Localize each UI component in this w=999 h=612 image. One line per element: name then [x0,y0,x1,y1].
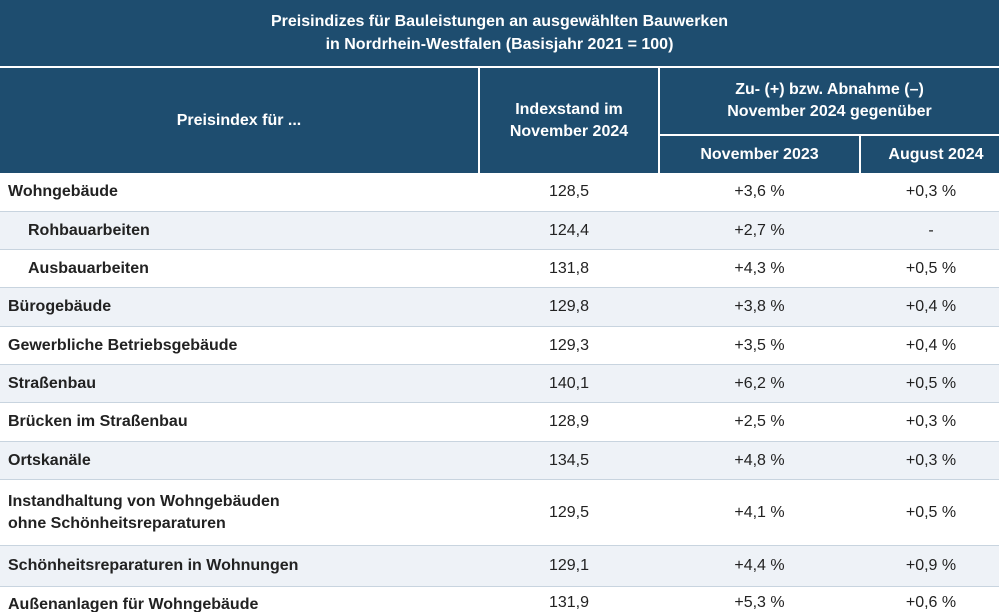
row-index: 129,8 [548,298,590,315]
table-row-gewerbliche-betriebsgebaeude: Gewerbliche Betriebsgebäude 129,3 +3,5 %… [0,327,999,365]
row-change-nov: +2,7 % [734,221,785,239]
row-change-nov: +4,3 % [734,259,785,277]
header-change-line-2: November 2024 gegenüber [727,103,932,120]
row-label: Ortskanäle [8,451,91,469]
row-label: Rohbauarbeiten [28,221,150,239]
title-line-1: Preisindizes für Bauleistungen an ausgew… [270,13,728,30]
header-nov-text: November 2023 [700,145,819,163]
row-label: Schönheitsreparaturen in Wohnungen [8,557,299,574]
header-index: Indexstand im November 2024 [480,68,658,173]
row-index: 129,5 [548,503,590,521]
row-change-aug: +0,6 % [905,594,957,611]
row-change-aug: +0,4 % [905,298,957,315]
row-index: 134,5 [548,451,590,469]
row-change-nov: +5,3 % [734,594,785,611]
header-change-line-1: Zu- (+) bzw. Abnahme (–) [735,81,924,98]
row-change-aug: +0,5 % [905,503,957,521]
table-row-ortskanaele: Ortskanäle 134,5 +4,8 % +0,3 % [0,442,999,480]
row-change-aug: +0,4 % [905,336,957,354]
row-change-aug: +0,5 % [905,374,957,392]
row-label: Instandhaltung von Wohngebäuden ohne Sch… [8,480,468,545]
row-change-nov: +3,8 % [734,298,785,315]
header-aug-text: August 2024 [888,145,984,163]
table-row-buerogebaeude: Bürogebäude 129,8 +3,8 % +0,4 % [0,288,999,327]
table-row-instandhaltung: Instandhaltung von Wohngebäuden ohne Sch… [0,480,999,546]
table-row-wohngebaeude: Wohngebäude 128,5 +3,6 % +0,3 % [0,173,999,212]
row-change-nov: +4,1 % [734,503,785,521]
header-index-line-1: Indexstand im [515,100,623,118]
row-label: Außenanlagen für Wohngebäude [8,596,259,612]
row-label-line-2: ohne Schönheitsreparaturen [8,514,226,532]
row-index: 140,1 [548,374,590,392]
header-index-line-2: November 2024 [509,122,629,140]
header-august-2024: August 2024 [861,136,999,173]
row-index: 131,8 [548,259,590,277]
row-change-aug: - [928,221,934,239]
row-label: Gewerbliche Betriebsgebäude [8,336,238,354]
row-label: Wohngebäude [8,183,118,200]
table-title: Preisindizes für Bauleistungen an ausgew… [0,0,999,66]
row-label: Brücken im Straßenbau [8,413,188,430]
row-change-aug: +0,5 % [905,259,957,277]
row-change-aug: +0,3 % [905,413,957,430]
row-index: 129,3 [548,336,590,354]
row-change-nov: +2,5 % [734,413,785,430]
row-label-line-1: Instandhaltung von Wohngebäuden [8,492,280,510]
row-change-aug: +0,9 % [905,557,957,574]
header-label-text: Preisindex für ... [176,111,302,129]
row-index: 129,1 [548,557,590,574]
row-change-nov: +6,2 % [734,374,785,392]
table-row-ausbauarbeiten: Ausbauarbeiten 131,8 +4,3 % +0,5 % [0,250,999,288]
row-change-nov: +4,8 % [734,451,785,469]
row-label: Bürogebäude [8,298,112,315]
row-index: 124,4 [548,221,590,239]
table-row-aussenanlagen: Außenanlagen für Wohngebäude 131,9 +5,3 … [0,587,999,612]
table-row-schoenheitsreparaturen: Schönheitsreparaturen in Wohnungen 129,1… [0,546,999,587]
row-label: Ausbauarbeiten [28,259,149,277]
row-index: 128,9 [548,413,590,430]
row-change-nov: +4,4 % [734,557,785,574]
row-change-aug: +0,3 % [905,183,957,200]
header-label: Preisindex für ... [0,68,478,173]
header-november-2023: November 2023 [660,136,859,173]
title-line-2: in Nordrhein-Westfalen (Basisjahr 2021 =… [325,36,674,53]
row-index: 131,9 [548,594,590,611]
row-label: Straßenbau [8,374,97,392]
row-change-aug: +0,3 % [905,451,957,469]
header-change: Zu- (+) bzw. Abnahme (–) November 2024 g… [660,68,999,134]
row-change-nov: +3,5 % [734,336,785,354]
table-row-strassenbau: Straßenbau 140,1 +6,2 % +0,5 % [0,365,999,403]
table-row-rohbauarbeiten: Rohbauarbeiten 124,4 +2,7 % - [0,212,999,250]
row-change-nov: +3,6 % [734,183,785,200]
table-row-bruecken: Brücken im Straßenbau 128,9 +2,5 % +0,3 … [0,403,999,442]
row-index: 128,5 [548,183,590,200]
